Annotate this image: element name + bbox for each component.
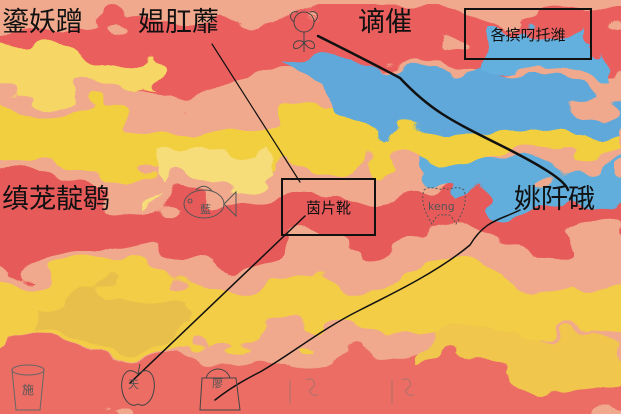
apple-icon — [121, 363, 155, 406]
line-box-to-apple — [129, 215, 306, 384]
box-center-text: 茵片靴 — [305, 198, 351, 217]
bag-text: 廖 — [212, 377, 223, 390]
tooth-icon — [422, 187, 466, 226]
bag-icon — [199, 368, 241, 411]
cup-text: 施 — [22, 383, 35, 397]
box-center: 茵片靴 — [281, 178, 376, 236]
cup-icon — [11, 364, 45, 411]
label-mid-left: 缜茏靛鹖 — [2, 184, 110, 215]
label-top-mid: 谪催 — [358, 7, 412, 38]
line-tl2-to-box — [211, 43, 301, 183]
fish-text: 藍 — [200, 203, 211, 216]
tooth-text: keng — [428, 200, 455, 213]
box-top-right-text: 各摈叼托潍 — [490, 25, 566, 44]
bottom-faint-marks — [289, 378, 415, 404]
label-top-left-1: 鎏妖蹭 — [2, 7, 83, 38]
label-mid-right: 姚阡硪 — [514, 184, 595, 215]
label-top-left-2: 媪肛蘼 — [138, 7, 219, 38]
line-flower-to-right — [316, 34, 570, 192]
line-right-to-bag — [214, 209, 521, 401]
fish-icon — [183, 185, 237, 219]
flower-icon — [290, 11, 318, 52]
apple-text: 天 — [128, 378, 139, 391]
box-top-right: 各摈叼托潍 — [464, 8, 592, 60]
